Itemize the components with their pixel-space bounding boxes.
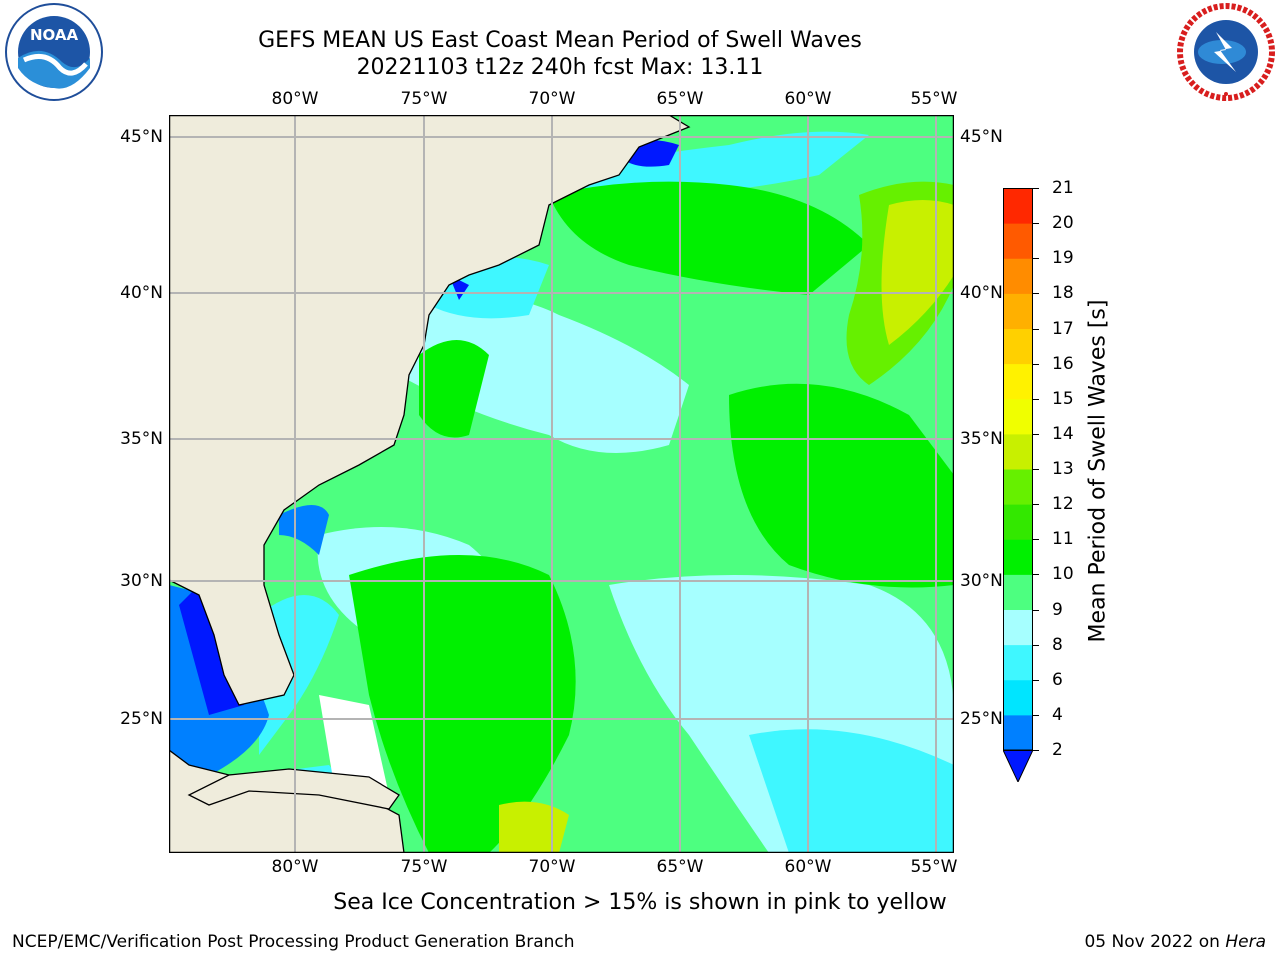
lon-label-top: 55°W	[910, 89, 958, 109]
lat-label-right: 30°N	[960, 571, 1003, 591]
colorbar-tick	[1033, 223, 1039, 225]
colorbar-tick-label: 15	[1052, 388, 1074, 409]
lon-label-bottom: 60°W	[784, 857, 832, 877]
colorbar-tick	[1033, 433, 1039, 435]
colorbar-tick	[1033, 750, 1039, 751]
colorbar-segment	[1003, 644, 1033, 681]
colorbar-segment	[1003, 293, 1033, 329]
colorbar-tick	[1033, 293, 1039, 295]
colorbar-tick	[1033, 398, 1039, 400]
colorbar-tick-label: 6	[1052, 669, 1063, 690]
lon-label-bottom: 75°W	[400, 857, 448, 877]
lon-label-top: 70°W	[528, 89, 576, 109]
lat-label-left: 35°N	[120, 429, 163, 449]
colorbar-segment	[1003, 469, 1033, 505]
lat-label-left: 40°N	[120, 283, 163, 303]
colorbar-tick	[1033, 504, 1039, 506]
colorbar-tick	[1033, 644, 1039, 646]
colorbar-segment	[1003, 188, 1033, 224]
lat-label-right: 25°N	[960, 709, 1003, 729]
colorbar-tick-label: 17	[1052, 318, 1074, 339]
colorbar-segment	[1003, 504, 1033, 540]
colorbar-tick-label: 16	[1052, 353, 1074, 374]
swell-period-fill-low	[259, 131, 954, 853]
colorbar-tick-label: 12	[1052, 494, 1074, 515]
lon-label-bottom: 55°W	[910, 857, 958, 877]
colorbar-tick-label: 2	[1052, 740, 1063, 760]
nws-logo-icon	[1174, 2, 1278, 102]
colorbar-segment	[1003, 609, 1033, 646]
colorbar-segment	[1003, 258, 1033, 294]
map-subtitle: 20221103 t12z 240h fcst Max: 13.11	[356, 55, 764, 80]
colorbar-tick	[1033, 188, 1039, 189]
colorbar-tick	[1033, 714, 1039, 716]
sea-ice-note: Sea Ice Concentration > 15% is shown in …	[333, 890, 947, 915]
swell-period-fill-mid	[349, 181, 954, 853]
lat-label-right: 35°N	[960, 429, 1003, 449]
colorbar-segment	[1003, 398, 1033, 435]
colorbar-segment	[1003, 223, 1033, 259]
footer-date: 05 Nov 2022 on Hera	[1084, 932, 1266, 952]
colorbar-tick	[1033, 679, 1039, 681]
footer-credit: NCEP/EMC/Verification Post Processing Pr…	[12, 932, 575, 952]
colorbar-title: Mean Period of Swell Waves [s]	[1085, 299, 1111, 643]
colorbar-tick-label: 8	[1052, 634, 1063, 655]
swell-period-map	[168, 114, 955, 854]
lon-label-top: 65°W	[656, 89, 704, 109]
lat-label-right: 40°N	[960, 283, 1003, 303]
lat-label-left: 25°N	[120, 709, 163, 729]
colorbar-tick-label: 4	[1052, 704, 1063, 725]
lon-label-bottom: 80°W	[271, 857, 319, 877]
colorbar-tick-label: 20	[1052, 213, 1074, 234]
colorbar-tick	[1033, 363, 1039, 365]
colorbar-tick	[1033, 539, 1039, 541]
colorbar-tick-label: 14	[1052, 423, 1074, 444]
colorbar-tick-label: 19	[1052, 248, 1074, 269]
colorbar-segment	[1003, 433, 1033, 470]
graticule	[169, 115, 954, 853]
lon-label-top: 80°W	[271, 89, 319, 109]
footer-date-text: 05 Nov 2022 on	[1084, 932, 1220, 952]
footer-host: Hera	[1225, 932, 1266, 952]
colorbar-tick-label: 11	[1052, 529, 1074, 550]
lat-label-left: 45°N	[120, 127, 163, 147]
colorbar-tick-label: 9	[1052, 599, 1063, 620]
colorbar-tick	[1033, 469, 1039, 470]
noaa-logo-icon: NOAA	[2, 2, 106, 102]
colorbar-extend-arrow	[1002, 749, 1034, 784]
colorbar	[1002, 188, 1034, 784]
map-title: GEFS MEAN US East Coast Mean Period of S…	[258, 28, 862, 53]
colorbar-segment	[1003, 328, 1033, 365]
colorbar-segment	[1003, 574, 1033, 610]
lon-label-top: 75°W	[400, 89, 448, 109]
colorbar-tick-label: 13	[1052, 459, 1074, 479]
colorbar-tick	[1033, 574, 1039, 576]
colorbar-segment	[1003, 363, 1033, 400]
lon-label-bottom: 70°W	[528, 857, 576, 877]
colorbar-segment	[1003, 679, 1033, 716]
colorbar-tick-label: 18	[1052, 283, 1074, 304]
lat-label-left: 30°N	[120, 571, 163, 591]
colorbar-segment	[1003, 539, 1033, 575]
lat-label-right: 45°N	[960, 127, 1003, 147]
colorbar-tick-label: 21	[1052, 178, 1074, 198]
colorbar-tick-label: 10	[1052, 564, 1074, 585]
colorbar-segment	[1003, 714, 1033, 751]
colorbar-tick	[1033, 609, 1039, 611]
colorbar-tick	[1033, 328, 1039, 330]
lon-label-top: 60°W	[784, 89, 832, 109]
svg-text:NOAA: NOAA	[30, 26, 79, 44]
lon-label-bottom: 65°W	[656, 857, 704, 877]
colorbar-tick	[1033, 258, 1039, 260]
